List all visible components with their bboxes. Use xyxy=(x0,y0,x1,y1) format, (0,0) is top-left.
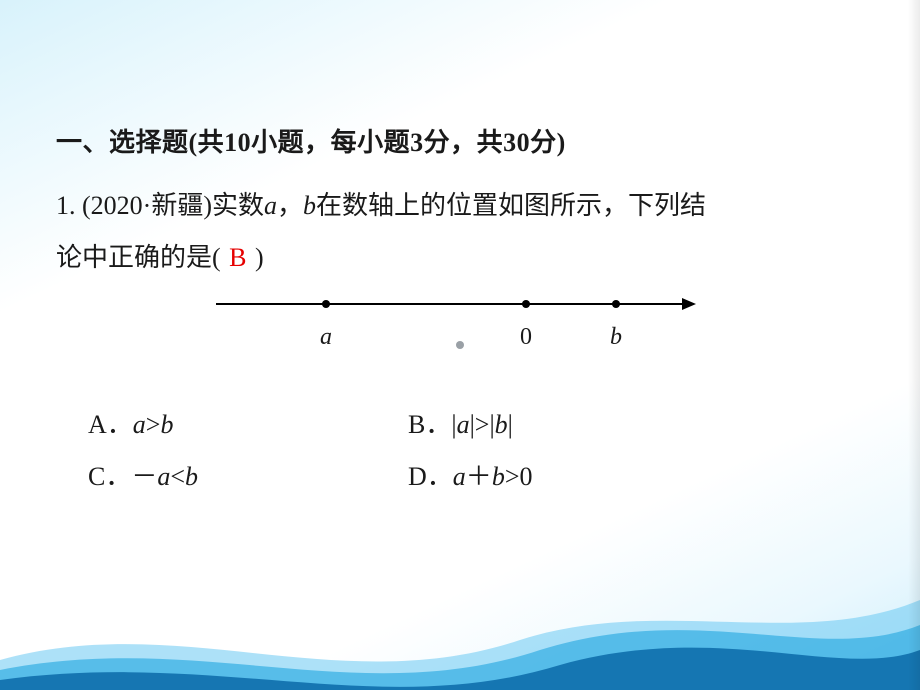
opt-a-dot: ． xyxy=(107,410,133,439)
opt-c-pre: － xyxy=(131,462,157,491)
opt-b-v1: a xyxy=(457,410,470,439)
opt-b-dot: ． xyxy=(425,410,451,439)
opt-d-v1: a xyxy=(453,462,466,491)
q-stem-1: 实数 xyxy=(212,191,264,220)
option-d: D．a＋b>0 xyxy=(408,451,728,503)
options: A．a>b B．|a|>|b| C．－a<b D．a＋b>0 xyxy=(88,399,856,503)
opt-b-v2: b xyxy=(495,410,508,439)
content-area: 一、选择题(共10小题，每小题3分，共30分) 1. (2020·新疆)实数a，… xyxy=(56,122,856,503)
options-row-1: A．a>b B．|a|>|b| xyxy=(88,399,856,451)
opt-b-letter: B xyxy=(408,410,425,439)
opt-c-mid: < xyxy=(170,462,185,491)
wave-decoration xyxy=(0,570,920,690)
opt-a-v1: a xyxy=(133,410,146,439)
nl-label-b: b xyxy=(610,324,622,351)
opt-c-letter: C xyxy=(88,462,105,491)
opt-a-mid: > xyxy=(146,410,161,439)
q-source-suffix: ) xyxy=(203,191,212,220)
opt-c-dot: ． xyxy=(105,462,131,491)
nl-label-zero: 0 xyxy=(520,324,532,351)
number-line-labels: a 0 b xyxy=(216,324,696,354)
q-stem-2: 在数轴上的位置如图所示，下列结 xyxy=(316,191,706,220)
opt-a-letter: A xyxy=(88,410,107,439)
number-line-figure: a 0 b xyxy=(56,290,856,359)
q-var-a: a xyxy=(264,191,277,220)
option-c: C．－a<b xyxy=(88,451,408,503)
q-source-prefix: (2020· xyxy=(82,191,151,220)
opt-d-dot: ． xyxy=(427,462,453,491)
nl-label-a: a xyxy=(320,324,332,351)
q-stem-3: 论中正确的是( xyxy=(56,243,221,272)
q-var-b: b xyxy=(303,191,316,220)
page-indicator-icon xyxy=(456,341,464,349)
opt-d-mid: ＋ xyxy=(466,462,492,491)
slide: 一、选择题(共10小题，每小题3分，共30分) 1. (2020·新疆)实数a，… xyxy=(0,0,920,690)
opt-b-mid: |>| xyxy=(470,410,495,439)
right-edge-shadow xyxy=(908,0,920,690)
option-b: B．|a|>|b| xyxy=(408,399,728,451)
answer-letter: B xyxy=(227,243,248,272)
opt-d-post: >0 xyxy=(505,462,533,491)
q-stem-close: ) xyxy=(255,243,264,272)
option-a: A．a>b xyxy=(88,399,408,451)
opt-a-v2: b xyxy=(160,410,173,439)
opt-c-v2: b xyxy=(185,462,198,491)
opt-d-v2: b xyxy=(492,462,505,491)
options-row-2: C．－a<b D．a＋b>0 xyxy=(88,451,856,503)
section-title: 一、选择题(共10小题，每小题3分，共30分) xyxy=(56,122,856,164)
q-comma-1: ， xyxy=(277,191,303,220)
opt-d-letter: D xyxy=(408,462,427,491)
q-source-region: 新疆 xyxy=(151,191,203,220)
question-stem: 1. (2020·新疆)实数a，b在数轴上的位置如图所示，下列结 论中正确的是(… xyxy=(56,180,856,284)
q-number: 1. xyxy=(56,191,76,220)
opt-b-post: | xyxy=(508,410,513,439)
opt-c-v1: a xyxy=(157,462,170,491)
